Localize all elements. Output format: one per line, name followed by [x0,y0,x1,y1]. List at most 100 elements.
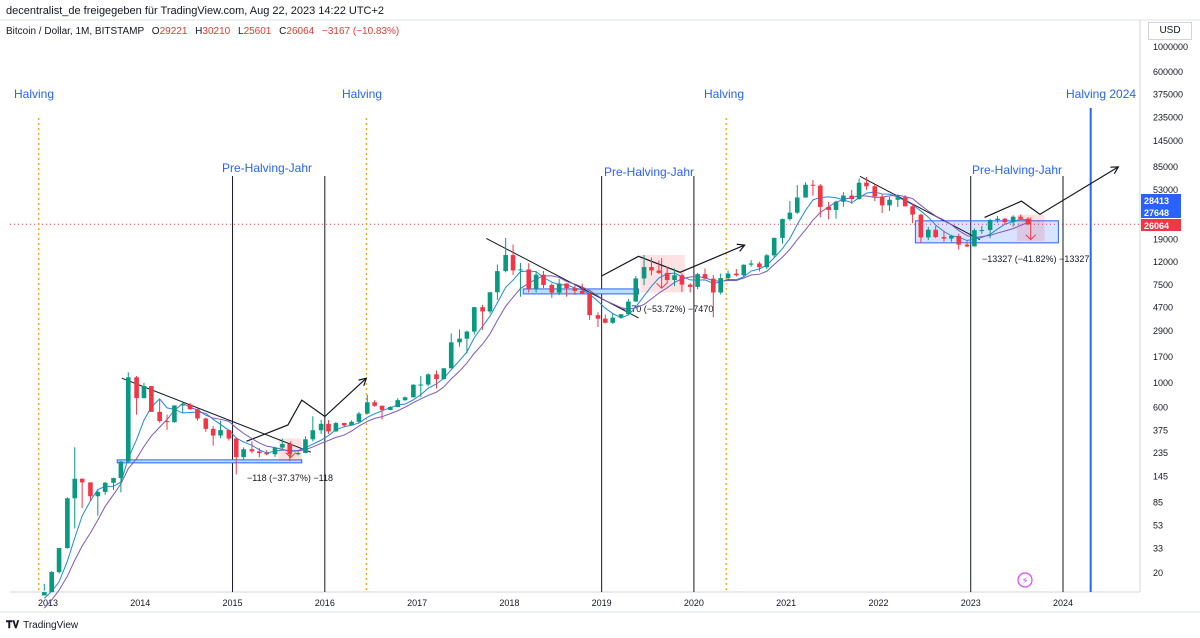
candle-body [579,290,585,294]
candle-body [603,318,608,323]
candle-body [233,438,239,458]
y-tick-label: 600 [1153,403,1168,413]
candle-body [434,374,439,380]
candle-body [180,404,186,406]
candle-body [341,423,347,426]
candle-body [641,267,647,279]
candle-body [1002,218,1008,223]
candle-body [280,444,285,448]
candle-body [949,235,954,239]
projection-arrowhead [358,377,368,386]
candle-body [872,186,878,197]
candle-body [587,293,592,316]
y-tick-label: 85 [1153,498,1163,508]
y-tick-label: 1700 [1153,352,1173,362]
open-label: O [151,26,160,37]
trend-line [859,175,981,241]
close-label: C [279,26,287,37]
tv-logo-icon: 𝐓𝐕 [6,620,20,631]
candle-body [803,184,808,198]
candle-body [987,219,993,231]
x-tick-label: 2023 [961,598,981,608]
candle-body [295,453,301,455]
candle-body [318,423,324,431]
support-zone [116,459,303,464]
candle-body [979,230,985,232]
candle-body [218,430,223,436]
measure-label: −13327 (−41.82%) −13327 [982,254,1089,264]
close-value: 26064 [286,26,315,37]
x-tick-label: 2018 [499,598,519,608]
candle-body [656,270,662,273]
candle-body [664,272,670,280]
y-tick-label: 375000 [1153,90,1183,100]
candle-body [818,185,823,207]
drawdown-arrowhead [656,282,667,289]
price-tag [1141,194,1181,206]
candle-body [533,274,539,289]
tradingview-logo[interactable]: 𝐓𝐕 TradingView [6,620,78,631]
candle-body [833,201,839,210]
y-tick-label: 4700 [1153,303,1173,313]
candle-body [933,229,938,238]
candle-body [702,274,708,279]
candle-body [1018,216,1023,219]
candle-body [518,269,523,271]
y-tick-label: 53000 [1153,185,1178,195]
candle-body [541,274,546,285]
candle-body [572,288,578,291]
candle-body [526,269,532,289]
projection-arrowhead [1110,166,1120,175]
candle-body [149,386,154,412]
candle-body [125,377,131,462]
x-tick-label: 2016 [315,598,335,608]
y-tick-label: 53 [1153,521,1163,531]
x-tick-label: 2022 [868,598,888,608]
symbol-name[interactable]: Bitcoin / Dollar, 1M, BITSTAMP [6,26,145,37]
measure-label: −118 (−37.37%) −118 [247,473,333,483]
candle-body [72,478,78,499]
candle-body [556,283,562,293]
candle-body [995,218,1000,220]
halving-label: Halving [704,87,744,101]
candle-body [349,421,354,426]
candle-body [564,283,569,289]
candle-body [95,491,101,497]
pre-halving-label: Pre-Halving-Jahr [604,165,694,179]
candle-body [849,195,855,200]
pre-halving-label: Pre-Halving-Jahr [222,161,312,175]
candle-body [326,423,331,432]
candle-body [111,478,116,483]
candle-body [195,409,200,419]
candle-body [718,278,723,293]
moving-average-line [43,191,1028,599]
candle-body [902,197,908,207]
candle-body [157,411,162,422]
candle-body [964,244,970,247]
y-tick-label: 235000 [1153,112,1183,122]
x-tick-label: 2014 [130,598,150,608]
candle-body [65,498,70,549]
y-tick-label: 2900 [1153,326,1173,336]
candle-body [764,255,770,268]
low-label: L [238,26,244,37]
candle-body [887,199,892,206]
candle-body [618,314,624,318]
currency-selector[interactable]: USD [1148,22,1192,40]
candle-body [794,197,800,213]
open-value: 29221 [159,26,188,37]
candle-body [388,407,393,410]
candle-body [487,292,493,312]
candle-body [448,342,454,369]
event-flash-glyph: ⚡ [1021,576,1028,587]
candle-body [495,271,500,293]
candle-body [364,402,370,414]
candle-body [134,377,139,399]
candle-body [287,444,293,455]
y-tick-label: 145000 [1153,136,1183,146]
brand-name: TradingView [23,620,79,631]
y-tick-label: 85000 [1153,162,1178,172]
candle-body [741,264,747,276]
candle-body [425,374,431,385]
